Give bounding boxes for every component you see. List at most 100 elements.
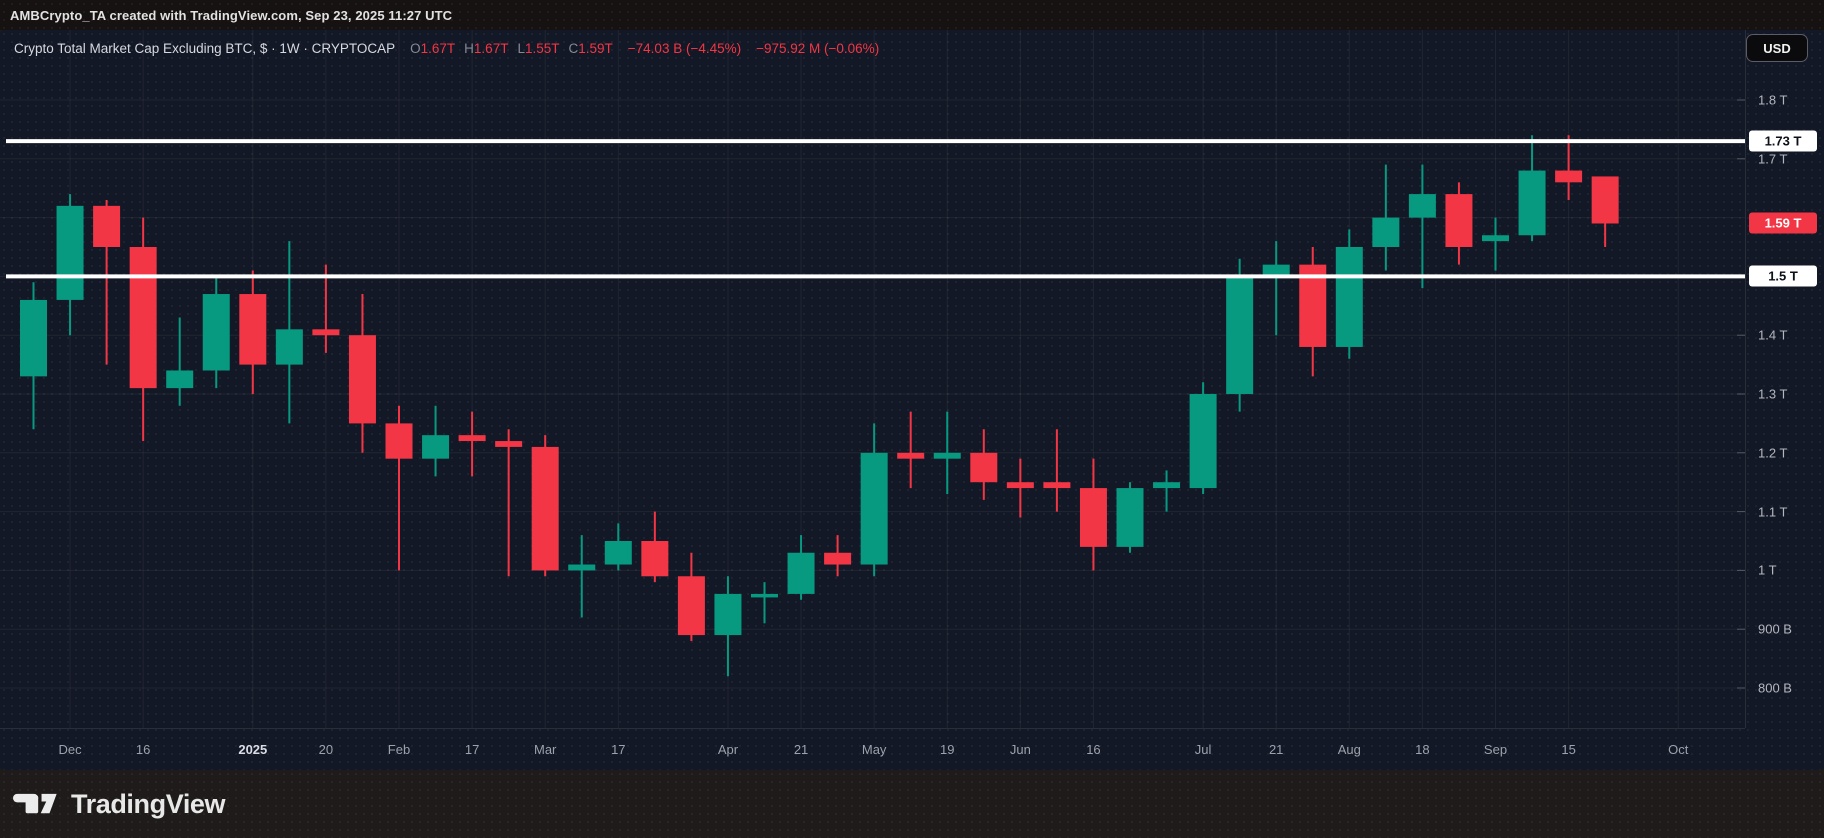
candle-body: [1189, 394, 1217, 489]
price-label: 1.3 T: [1758, 386, 1788, 402]
price-label: 800 B: [1758, 680, 1792, 696]
price-label: 1.8 T: [1758, 92, 1788, 108]
time-label-Sep: Sep: [1483, 742, 1508, 757]
time-label-20: 20: [318, 742, 334, 757]
ohlc-l: L1.55T: [517, 41, 560, 56]
symbol-title[interactable]: Crypto Total Market Cap Excluding BTC, $…: [14, 41, 396, 56]
candle-2025-04-07: [714, 576, 742, 677]
candle-body: [458, 435, 486, 442]
price-label: 1.2 T: [1758, 445, 1788, 461]
candle-2025-07-28: [1299, 247, 1327, 377]
candle-2025-08-18: [1408, 164, 1436, 289]
candle-body: [531, 446, 559, 571]
candle-body: [1482, 235, 1509, 242]
price-axis[interactable]: 1.8 T 1.7 T 1.4 T 1.3 T 1.2 T 1.1 T 1 T 900 B 80…: [1745, 30, 1824, 728]
level-price-badge: 1.5 T: [1749, 265, 1817, 287]
branding-bar: TradingView: [0, 770, 1824, 838]
candle-2025-07-07: [1189, 382, 1217, 494]
tradingview-wordmark[interactable]: TradingView: [71, 788, 226, 819]
candle-2025-05-12: [897, 411, 925, 489]
time-label-Jul: Jul: [1194, 742, 1212, 757]
candle-2025-01-06: [239, 270, 267, 394]
candle-2025-01-27: [348, 294, 376, 453]
candle-2025-09-22: [1591, 176, 1619, 247]
candle-2025-09-15: [1555, 135, 1583, 200]
time-axis[interactable]: Dec 16 2025 20 Feb 17 Mar 17 Apr 21 May 19 Jun 16 Jul 2…: [0, 728, 1745, 770]
candle-2024-11-25: [20, 282, 47, 430]
candle-2025-02-03: [385, 405, 413, 571]
candle-body: [202, 294, 230, 371]
change-session: −975.92 M (−0.06%): [756, 41, 880, 56]
time-label-Jun: Jun: [1009, 742, 1031, 757]
candle-body: [20, 299, 47, 377]
level-price-badge: 1.73 T: [1749, 130, 1817, 152]
candle-body: [1518, 170, 1546, 236]
candle-2025-03-24: [641, 511, 669, 583]
candle-body: [348, 335, 376, 424]
last-price-badge: 1.59 T: [1749, 212, 1817, 234]
candle-body: [129, 247, 157, 389]
time-label-Oct: Oct: [1668, 742, 1689, 757]
time-label-Apr: Apr: [717, 742, 739, 757]
candle-2024-12-02: [56, 194, 84, 336]
candle-body: [714, 593, 742, 636]
candle-2025-08-04: [1335, 229, 1363, 359]
ohlc-h: H1.67T: [464, 41, 509, 56]
candle-body: [1079, 488, 1107, 547]
time-label-Mar: Mar: [533, 742, 557, 757]
candle-2025-02-24: [495, 429, 523, 577]
candle-body: [1226, 276, 1254, 394]
chart-widget: Crypto Total Market Cap Excluding BTC, $…: [0, 30, 1824, 770]
candle-2025-03-31: [677, 552, 705, 641]
candle-2025-05-26: [970, 429, 998, 500]
candle-body: [860, 452, 888, 565]
candle-2025-06-23: [1116, 482, 1144, 553]
time-label-17: 17: [611, 742, 626, 757]
candle-2025-01-13: [275, 241, 303, 424]
candle-2024-12-16: [129, 217, 157, 442]
time-label-19: 19: [940, 742, 955, 757]
candle-2025-04-21: [787, 535, 815, 600]
currency-toggle-button[interactable]: USD: [1746, 34, 1808, 62]
candle-2025-07-21: [1262, 241, 1290, 336]
candle-body: [751, 593, 778, 598]
snapshot-header-text: AMBCrypto_TA created with TradingView.co…: [10, 7, 453, 23]
candle-2025-06-16: [1079, 458, 1107, 571]
candle-2025-06-30: [1153, 470, 1181, 512]
candle-body: [1006, 482, 1034, 489]
time-label-15: 15: [1561, 742, 1576, 757]
candle-body: [56, 205, 84, 300]
candle-body: [239, 294, 267, 365]
candle-2025-09-01: [1482, 217, 1509, 271]
candle-2025-03-03: [531, 435, 559, 577]
candle-body: [568, 564, 596, 571]
price-label: 1.7 T: [1758, 151, 1788, 167]
candle-2025-09-08: [1518, 135, 1546, 242]
tradingview-logo-icon[interactable]: [13, 792, 60, 816]
candle-2025-07-14: [1226, 258, 1254, 412]
candle-body: [275, 329, 303, 365]
candle-body: [1408, 194, 1436, 218]
candle-2025-08-25: [1445, 182, 1473, 265]
candle-2025-05-05: [860, 423, 888, 577]
candle-2024-12-23: [166, 317, 194, 406]
time-label-Aug: Aug: [1337, 742, 1361, 757]
candle-body: [787, 552, 815, 594]
time-label-16: 16: [1086, 742, 1101, 757]
candle-2025-03-17: [604, 523, 632, 571]
candlestick-plot[interactable]: [0, 30, 1745, 728]
candle-body: [604, 541, 632, 565]
time-label-Feb: Feb: [387, 742, 411, 757]
candle-body: [1555, 170, 1583, 183]
price-label: 1.4 T: [1758, 327, 1788, 343]
candle-2025-06-02: [1006, 458, 1034, 518]
candle-body: [1445, 194, 1473, 247]
time-label-16: 16: [135, 742, 151, 757]
candle-body: [897, 452, 925, 459]
candle-2025-04-14: [751, 582, 778, 624]
candle-body: [385, 423, 413, 459]
price-label: 1.1 T: [1758, 504, 1788, 520]
candle-2025-02-10: [422, 405, 450, 477]
candle-2025-04-28: [824, 535, 852, 577]
